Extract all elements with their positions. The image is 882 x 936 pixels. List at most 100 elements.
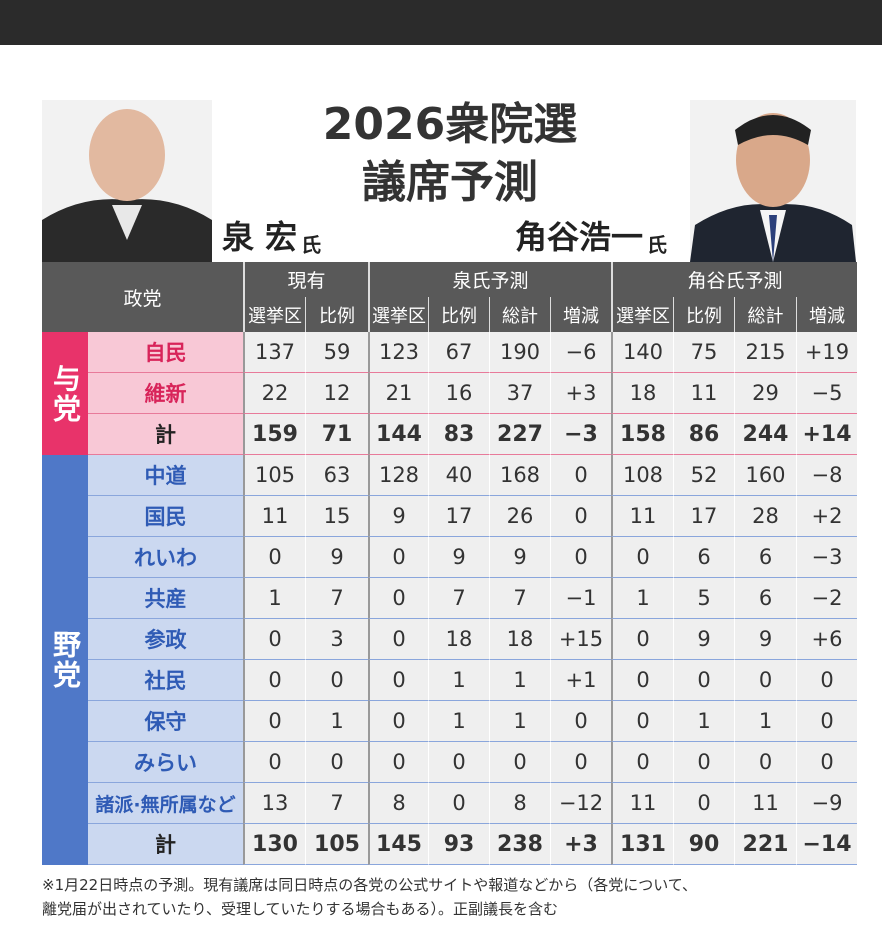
seat-value: 0 — [489, 742, 550, 783]
seat-value: 1 — [305, 701, 368, 742]
photo-left — [42, 100, 212, 262]
seat-value: 67 — [428, 332, 489, 373]
seat-value: 37 — [489, 373, 550, 414]
seat-value: 0 — [611, 742, 673, 783]
seat-value: 11 — [611, 783, 673, 824]
seat-value: 93 — [428, 824, 489, 865]
seat-value: 11 — [611, 496, 673, 537]
party-name: みらい — [88, 742, 243, 783]
party-name: 社民 — [88, 660, 243, 701]
seat-value: −1 — [550, 578, 611, 619]
seat-value: 1 — [428, 660, 489, 701]
seat-value: 0 — [611, 619, 673, 660]
seat-value: 160 — [734, 455, 796, 496]
party-name: 諸派·無所属など — [88, 783, 243, 824]
seat-value: 0 — [368, 660, 428, 701]
column-header: 増減 — [796, 297, 857, 332]
seat-value: 17 — [673, 496, 734, 537]
seat-value: 0 — [550, 455, 611, 496]
seat-value: 159 — [243, 414, 305, 455]
seat-value: 6 — [734, 537, 796, 578]
person-name-wrap: 角谷浩一氏 — [515, 212, 667, 258]
seat-value: 105 — [305, 824, 368, 865]
party-header: 政党 — [123, 287, 162, 310]
seat-value: 0 — [368, 537, 428, 578]
seat-value: 244 — [734, 414, 796, 455]
seat-value: 9 — [428, 537, 489, 578]
seat-value: +6 — [796, 619, 857, 660]
person-suffix: 氏 — [301, 233, 322, 257]
seat-value: 7 — [428, 578, 489, 619]
seat-value: 190 — [489, 332, 550, 373]
seat-value: 18 — [611, 373, 673, 414]
seat-value: 21 — [368, 373, 428, 414]
person-name-wrap: 泉 宏氏 — [222, 212, 321, 258]
seat-value: 0 — [368, 578, 428, 619]
seat-value: +2 — [796, 496, 857, 537]
party-name: 維新 — [88, 373, 243, 414]
seat-value: 7 — [489, 578, 550, 619]
top-bar — [0, 0, 882, 45]
seat-value: 0 — [673, 783, 734, 824]
seat-value: 28 — [734, 496, 796, 537]
seat-value: 0 — [550, 742, 611, 783]
person-name: 泉 宏 — [222, 218, 298, 256]
seat-value: 140 — [611, 332, 673, 373]
seat-value: 0 — [243, 701, 305, 742]
party-name: 計 — [88, 824, 243, 865]
seat-value: 9 — [734, 619, 796, 660]
seat-value: 17 — [428, 496, 489, 537]
seat-value: 0 — [611, 660, 673, 701]
seat-value: 130 — [243, 824, 305, 865]
seat-value: 40 — [428, 455, 489, 496]
footnote-line: 離党届が出されていたり、受理していたりする場合もある）。正副議長を含む — [42, 900, 559, 918]
seat-value: 1 — [489, 701, 550, 742]
seat-value: +3 — [550, 824, 611, 865]
seat-value: 0 — [368, 701, 428, 742]
seat-value: 0 — [673, 660, 734, 701]
seat-value: 0 — [550, 701, 611, 742]
seat-value: +1 — [550, 660, 611, 701]
party-name: 国民 — [88, 496, 243, 537]
seat-value: 52 — [673, 455, 734, 496]
party-name: 自民 — [88, 332, 243, 373]
seat-value: 0 — [550, 537, 611, 578]
seat-value: −8 — [796, 455, 857, 496]
seat-value: 1 — [611, 578, 673, 619]
seat-value: 0 — [734, 742, 796, 783]
title-line: 議席予測 — [362, 157, 538, 208]
seat-value: 238 — [489, 824, 550, 865]
seat-value: 0 — [368, 619, 428, 660]
seat-value: 0 — [243, 742, 305, 783]
seat-value: 7 — [305, 783, 368, 824]
seat-value: 22 — [243, 373, 305, 414]
seat-value: 0 — [243, 619, 305, 660]
seat-value: 1 — [428, 701, 489, 742]
seat-value: 16 — [428, 373, 489, 414]
bloc-label: 野党 — [42, 455, 88, 865]
column-group-header: 角谷氏予測 — [611, 262, 857, 297]
seat-value: 71 — [305, 414, 368, 455]
seat-value: 11 — [243, 496, 305, 537]
seat-value: 0 — [734, 660, 796, 701]
seat-value: 168 — [489, 455, 550, 496]
bloc-label: 与党 — [42, 332, 88, 455]
column-header: 総計 — [734, 297, 796, 332]
seat-value: 3 — [305, 619, 368, 660]
party-name: 参政 — [88, 619, 243, 660]
seat-value: 18 — [489, 619, 550, 660]
seat-value: 90 — [673, 824, 734, 865]
seat-value: −6 — [550, 332, 611, 373]
seat-value: 0 — [796, 742, 857, 783]
seat-value: 11 — [673, 373, 734, 414]
seat-value: 9 — [368, 496, 428, 537]
column-header: 比例 — [673, 297, 734, 332]
seat-value: 1 — [673, 701, 734, 742]
seat-value: 131 — [611, 824, 673, 865]
column-header: 選挙区 — [611, 297, 673, 332]
seat-value: −14 — [796, 824, 857, 865]
seat-value: 0 — [796, 660, 857, 701]
seat-value: 0 — [550, 496, 611, 537]
seat-value: +19 — [796, 332, 857, 373]
seat-value: 108 — [611, 455, 673, 496]
